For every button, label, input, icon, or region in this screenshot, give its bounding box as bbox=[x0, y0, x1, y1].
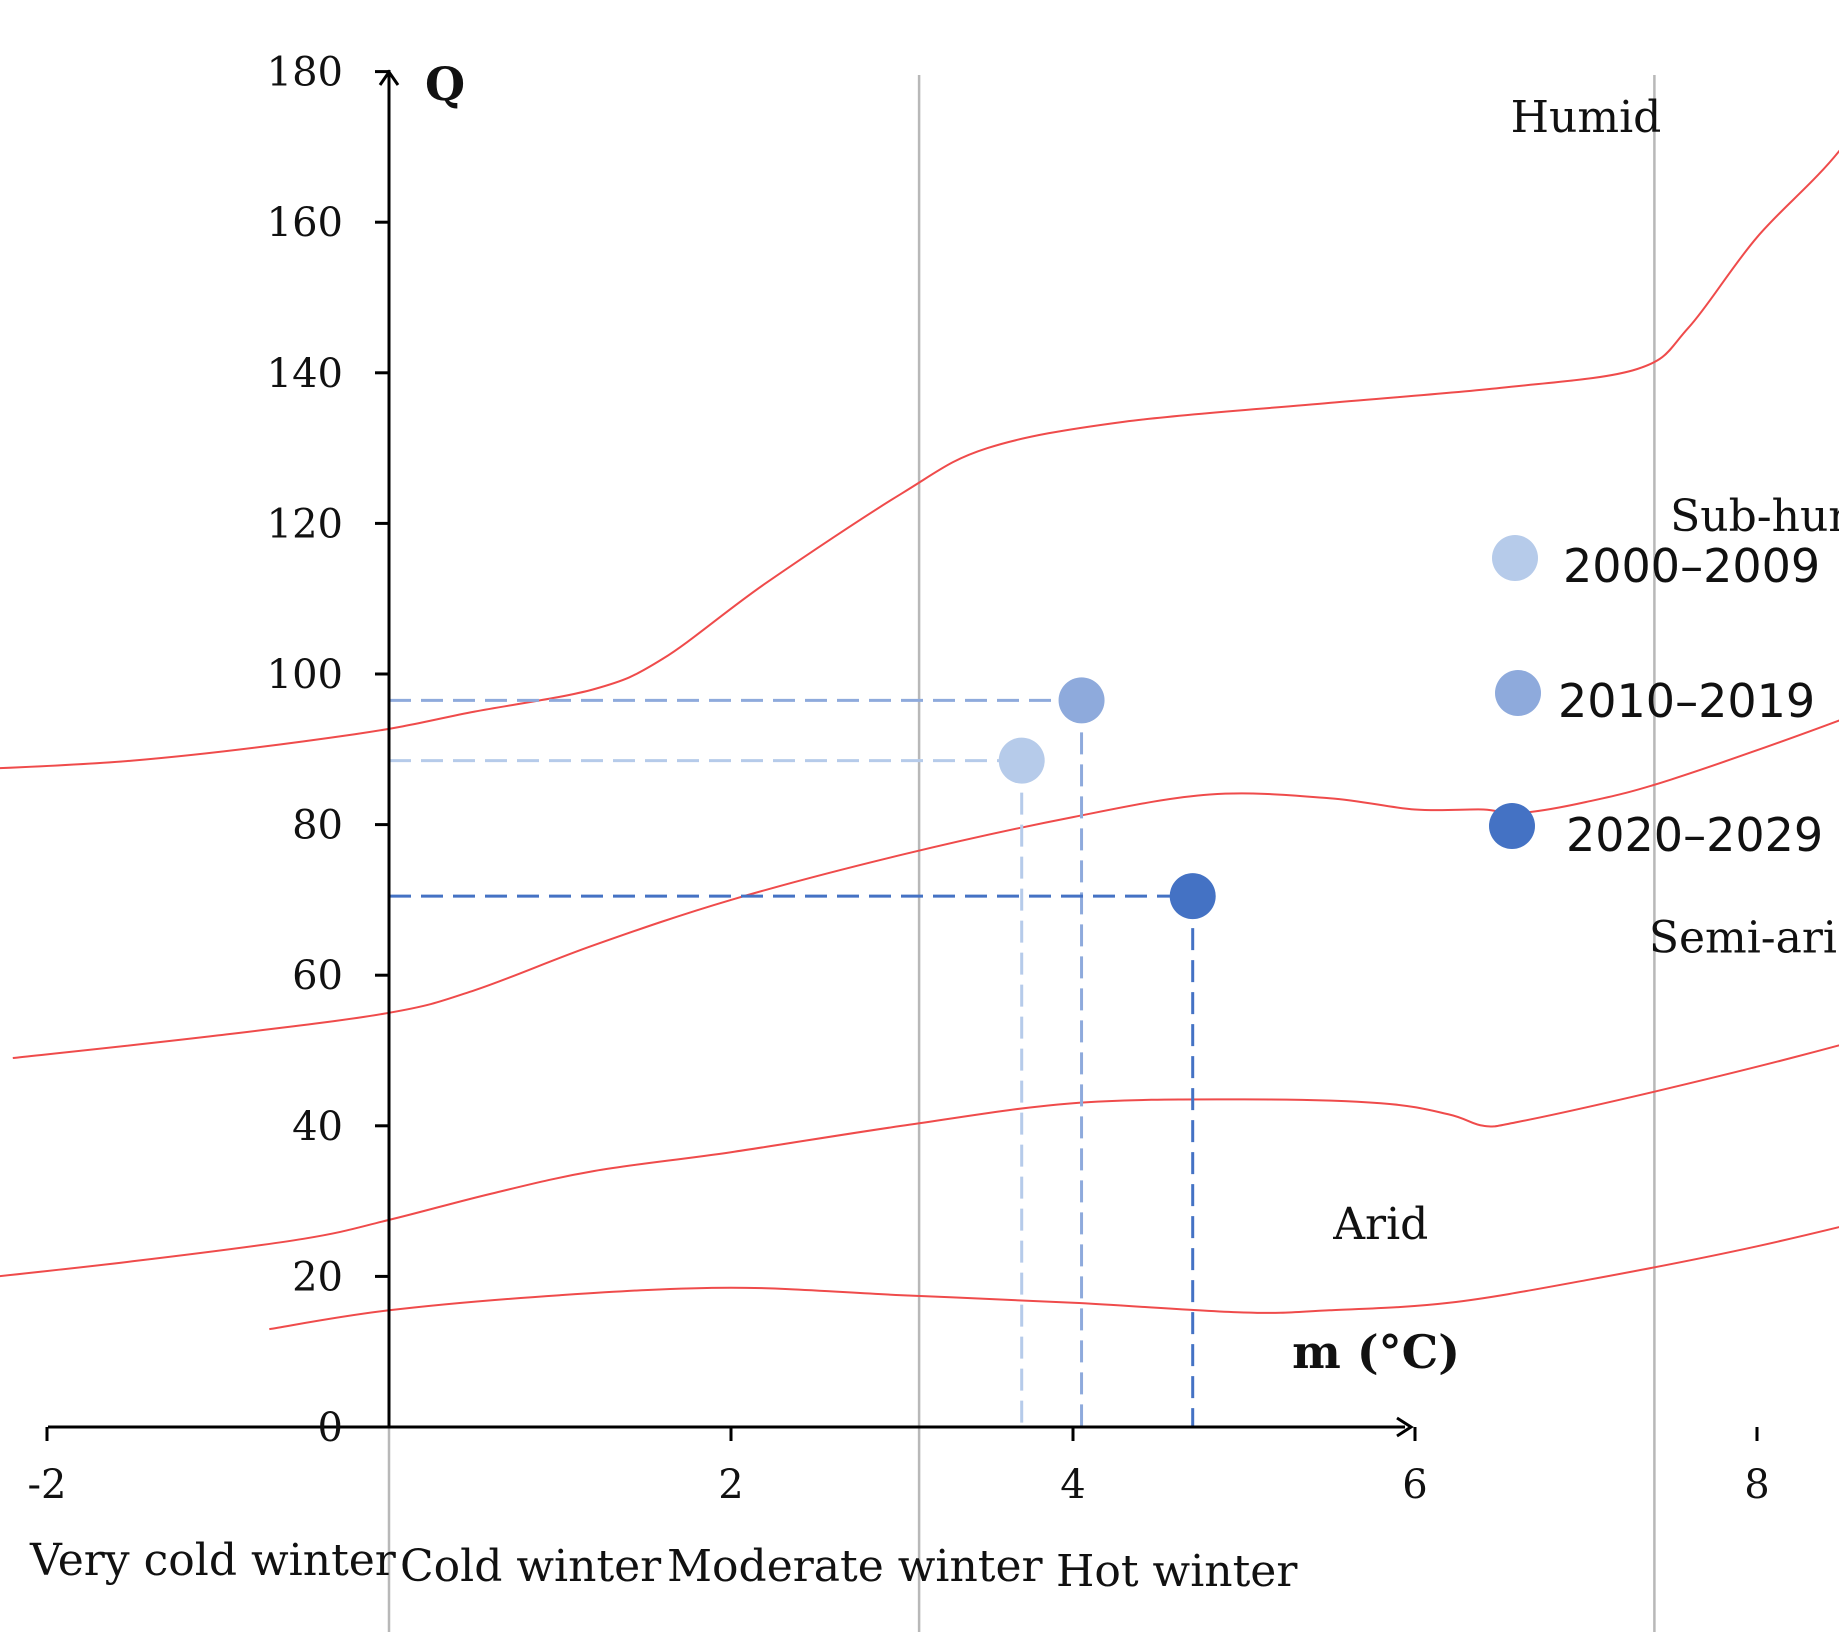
boundary-curves bbox=[0, 149, 1839, 1331]
legend-label-2000-2009: 2000–2009 bbox=[1563, 539, 1820, 593]
x-tick-label: 4 bbox=[1060, 1462, 1085, 1508]
axes bbox=[48, 69, 1414, 1438]
legend-label-2020-2029: 2020–2029 bbox=[1566, 808, 1823, 862]
y-tick-label: 20 bbox=[292, 1254, 343, 1300]
x-axis-arrow bbox=[1396, 1416, 1414, 1438]
y-tick-label: 100 bbox=[267, 652, 343, 698]
legend-marker-2020-2029 bbox=[1489, 803, 1535, 849]
x-tick-label: 2 bbox=[718, 1462, 743, 1508]
zone-label-very-cold-winter: Very cold winter bbox=[29, 1535, 397, 1586]
band-label-arid: Arid bbox=[1332, 1199, 1428, 1250]
x-tick-label: 6 bbox=[1402, 1462, 1427, 1508]
legend-label-2010-2019: 2010–2019 bbox=[1558, 674, 1815, 728]
y-tick-label: 180 bbox=[267, 50, 343, 96]
y-tick-label: 160 bbox=[267, 200, 343, 246]
x-axis-title: m (°C) bbox=[1292, 1325, 1460, 1379]
dashed-guide-lines bbox=[389, 698, 1195, 1427]
legend-marker-2000-2009 bbox=[1492, 535, 1538, 581]
data-points bbox=[998, 677, 1216, 920]
zone-label-cold-winter: Cold winter bbox=[400, 1541, 662, 1592]
data-point-2010-2019 bbox=[1058, 677, 1105, 724]
y-tick-label: 120 bbox=[267, 501, 343, 547]
legend: 2000–2009 2010–2019 2020–2029 bbox=[1489, 535, 1823, 862]
y-tick-label: 0 bbox=[318, 1405, 343, 1451]
boundary-curve-semiarid-arid bbox=[0, 1044, 1839, 1278]
x-tick-label: -2 bbox=[28, 1462, 67, 1508]
boundary-curve-humid-subhumid bbox=[0, 149, 1839, 770]
zone-label-hot-winter: Hot winter bbox=[1056, 1546, 1298, 1597]
band-label-humid: Humid bbox=[1511, 92, 1662, 143]
legend-marker-2010-2019 bbox=[1495, 670, 1541, 716]
zone-label-moderate-winter: Moderate winter bbox=[667, 1541, 1044, 1592]
y-tick-label: 140 bbox=[267, 351, 343, 397]
data-point-2020-2029 bbox=[1169, 873, 1216, 920]
y-axis-title: Q bbox=[425, 57, 465, 111]
y-tick-label: 40 bbox=[292, 1104, 343, 1150]
data-point-2000-2009 bbox=[998, 737, 1045, 784]
axis-ticks: -4-224681012020406080100120140160180 bbox=[28, 50, 1770, 1508]
y-tick-label: 60 bbox=[292, 953, 343, 999]
winter-zone-dividers bbox=[387, 75, 1656, 1632]
boundary-curve-subhumid-semiarid bbox=[12, 719, 1839, 1059]
band-label-sub-humid: Sub-humid bbox=[1670, 491, 1839, 542]
y-tick-label: 80 bbox=[292, 803, 343, 849]
band-label-semi-arid: Semi-arid bbox=[1649, 913, 1839, 964]
x-tick-label: 8 bbox=[1744, 1462, 1769, 1508]
boundary-curve-arid-lower bbox=[269, 1226, 1839, 1331]
